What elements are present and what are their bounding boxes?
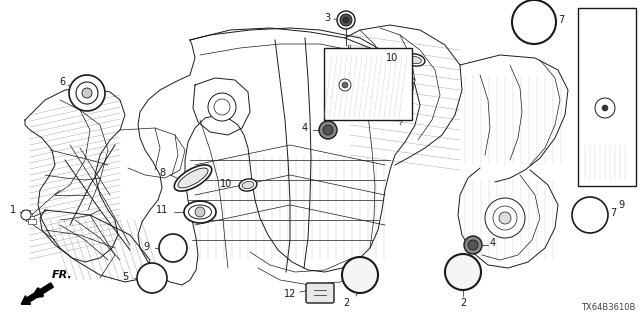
- Ellipse shape: [408, 56, 421, 64]
- Circle shape: [339, 79, 351, 91]
- Circle shape: [148, 274, 156, 282]
- Text: 1: 1: [10, 205, 16, 215]
- Ellipse shape: [184, 201, 216, 223]
- Circle shape: [468, 240, 478, 250]
- Circle shape: [493, 206, 517, 230]
- Ellipse shape: [178, 168, 208, 188]
- Circle shape: [342, 82, 348, 88]
- Circle shape: [519, 7, 549, 37]
- Circle shape: [602, 105, 608, 111]
- Circle shape: [451, 260, 475, 284]
- FancyArrow shape: [21, 283, 53, 304]
- Circle shape: [585, 210, 595, 220]
- Circle shape: [214, 99, 230, 115]
- Circle shape: [142, 268, 162, 288]
- Circle shape: [485, 198, 525, 238]
- Text: 2: 2: [460, 298, 466, 308]
- FancyBboxPatch shape: [306, 283, 334, 303]
- Bar: [26, 216, 34, 221]
- Circle shape: [76, 82, 98, 104]
- Circle shape: [69, 75, 105, 111]
- Circle shape: [195, 207, 205, 217]
- Circle shape: [499, 212, 511, 224]
- Circle shape: [164, 239, 182, 257]
- Ellipse shape: [239, 179, 257, 191]
- Circle shape: [599, 139, 617, 157]
- Circle shape: [527, 15, 541, 29]
- Circle shape: [355, 270, 365, 280]
- Bar: [324, 48, 412, 120]
- Circle shape: [342, 257, 378, 293]
- Text: 12: 12: [284, 289, 296, 299]
- Text: 8: 8: [160, 168, 166, 178]
- Circle shape: [21, 210, 31, 220]
- Ellipse shape: [242, 181, 254, 188]
- Bar: [24, 213, 32, 218]
- Circle shape: [458, 267, 468, 277]
- Text: 3: 3: [324, 13, 330, 23]
- Circle shape: [343, 17, 349, 23]
- Circle shape: [82, 88, 92, 98]
- Bar: [578, 8, 636, 186]
- Circle shape: [594, 134, 622, 162]
- Circle shape: [169, 244, 177, 252]
- Circle shape: [572, 197, 608, 233]
- Circle shape: [578, 203, 602, 227]
- Text: 9: 9: [618, 200, 624, 210]
- Text: 6: 6: [59, 77, 65, 87]
- Text: 7: 7: [610, 208, 616, 218]
- Text: 4: 4: [302, 123, 308, 133]
- Text: 7: 7: [558, 15, 564, 25]
- Circle shape: [337, 11, 355, 29]
- Text: 9: 9: [144, 242, 150, 252]
- Circle shape: [445, 254, 481, 290]
- Text: 10: 10: [220, 179, 232, 189]
- Ellipse shape: [405, 54, 425, 66]
- Text: 5: 5: [122, 272, 128, 282]
- Circle shape: [512, 0, 556, 44]
- Ellipse shape: [189, 205, 211, 219]
- Circle shape: [159, 234, 187, 262]
- Circle shape: [323, 125, 333, 135]
- Text: 4: 4: [490, 238, 496, 248]
- Circle shape: [604, 144, 612, 152]
- Circle shape: [137, 263, 167, 293]
- Bar: [22, 210, 30, 215]
- Circle shape: [319, 121, 337, 139]
- Circle shape: [340, 14, 352, 26]
- Ellipse shape: [174, 165, 212, 191]
- Circle shape: [599, 102, 611, 114]
- Circle shape: [464, 236, 482, 254]
- Text: 10: 10: [386, 53, 398, 63]
- Text: TX64B3610B: TX64B3610B: [580, 303, 635, 312]
- Circle shape: [595, 98, 615, 118]
- Text: 2: 2: [343, 298, 349, 308]
- Bar: [28, 219, 36, 224]
- Text: FR.: FR.: [52, 270, 73, 280]
- Text: 11: 11: [156, 205, 168, 215]
- Circle shape: [348, 263, 372, 287]
- Circle shape: [208, 93, 236, 121]
